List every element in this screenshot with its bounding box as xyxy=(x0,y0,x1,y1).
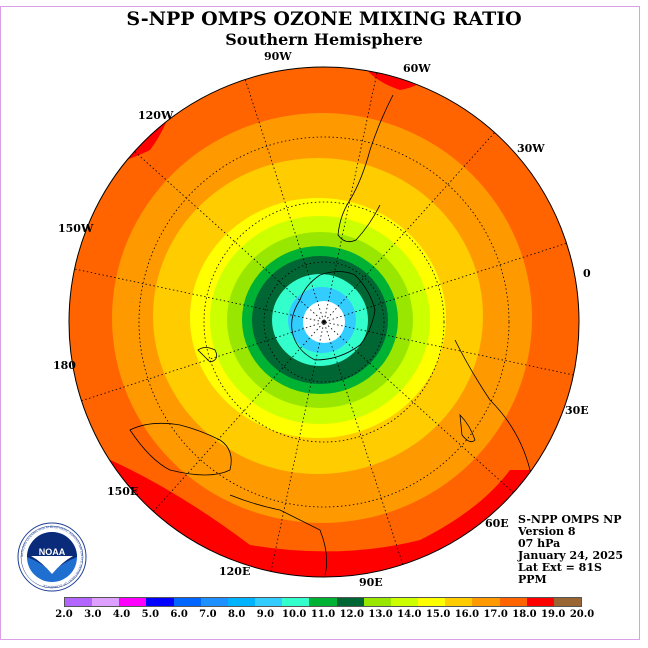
colorbar-swatch xyxy=(255,598,283,606)
colorbar-tick-label: 6.0 xyxy=(170,609,188,620)
map-boundary xyxy=(68,66,580,578)
info-block: S-NPP OMPS NP Version 8 07 hPa January 2… xyxy=(518,514,623,586)
south-america-coast xyxy=(337,94,394,243)
meridian-line xyxy=(81,242,567,402)
colorbar-swatch xyxy=(445,598,473,606)
lon-label-120w: 120W xyxy=(138,109,174,122)
colorbar-tick-label: 11.0 xyxy=(310,609,336,620)
colorbar-swatch xyxy=(363,598,391,606)
info-units: PPM xyxy=(518,573,547,586)
colorbar-tick-label: 16.0 xyxy=(454,609,480,620)
info-instrument: S-NPP OMPS NP xyxy=(518,513,622,526)
colorbar-tick-label: 15.0 xyxy=(425,609,451,620)
latitude-circle xyxy=(138,136,510,508)
colorbar-tick-label: 5.0 xyxy=(141,609,160,620)
lon-label-0: 0 xyxy=(583,267,591,280)
colorbar-swatch xyxy=(309,598,337,606)
indonesia-coast xyxy=(229,494,328,576)
colorbar-tick-label: 20.0 xyxy=(569,609,595,620)
lon-label-90w: 90W xyxy=(264,50,292,63)
lon-label-30w: 30W xyxy=(517,142,545,155)
graticule xyxy=(74,72,574,572)
noaa-logo: NOAA NATIONAL OCEANIC AND ATMOSPHERIC AD… xyxy=(17,522,87,592)
colorbar-tick-label: 2.0 xyxy=(55,609,73,620)
colorbar-tick-label: 9.0 xyxy=(256,609,275,620)
lon-label-180: 180 xyxy=(53,359,76,372)
meridian-line xyxy=(74,268,574,376)
colorbar-swatch xyxy=(173,598,201,606)
meridian-line xyxy=(244,79,404,565)
colorbar-tick-label: 7.0 xyxy=(199,609,217,620)
colorbar-swatch xyxy=(526,598,554,606)
meridian-line xyxy=(153,132,495,512)
info-lat-ext: Lat Ext = 81S xyxy=(518,561,602,574)
colorbar-tick-label: 17.0 xyxy=(483,609,508,620)
latitude-circle xyxy=(263,261,385,383)
south-pole-marker xyxy=(322,320,326,324)
info-version: Version 8 xyxy=(518,525,576,538)
colorbar-tick-label: 12.0 xyxy=(339,609,364,620)
madagascar-coast xyxy=(459,413,476,443)
noaa-wordmark: NOAA xyxy=(39,547,66,557)
colorbar-swatch xyxy=(553,598,581,606)
lon-label-90e: 90E xyxy=(359,576,383,589)
colorbar-tick-label: 18.0 xyxy=(512,609,537,620)
meridian-line xyxy=(134,151,514,493)
lon-label-60w: 60W xyxy=(403,62,431,75)
australia-coast xyxy=(129,422,232,476)
new-zealand-coast xyxy=(197,347,218,363)
colorbar-swatch xyxy=(227,598,256,606)
colorbar-swatch xyxy=(92,598,120,606)
lon-label-120e: 120E xyxy=(219,565,251,578)
colorbar xyxy=(64,597,582,607)
antarctica-coast xyxy=(291,271,376,361)
lon-label-60e: 60E xyxy=(485,517,509,530)
info-date: January 24, 2025 xyxy=(518,549,624,562)
colorbar-swatch xyxy=(65,598,93,606)
page-subtitle: Southern Hemisphere xyxy=(225,30,423,49)
colorbar-swatch xyxy=(472,598,500,606)
colorbar-tick-label: 19.0 xyxy=(541,609,566,620)
colorbar-tick-label: 10.0 xyxy=(282,609,307,620)
plot-frame xyxy=(0,6,640,640)
colorbar-swatch xyxy=(200,598,228,606)
colorbar-tick-label: 13.0 xyxy=(368,609,393,620)
colorbar-swatch xyxy=(119,598,147,606)
colorbar-swatch xyxy=(282,598,310,606)
colorbar-swatch xyxy=(390,598,419,606)
colorbar-swatch xyxy=(146,598,174,606)
latitude-circle xyxy=(203,201,445,443)
colorbar-tick-label: 4.0 xyxy=(112,609,131,620)
colorbar-swatch xyxy=(418,598,446,606)
page-title: S-NPP OMPS OZONE MIXING RATIO xyxy=(126,8,522,30)
meridians xyxy=(74,72,574,572)
colorbar-swatch xyxy=(499,598,527,606)
lon-label-150w: 150W xyxy=(58,222,94,235)
lon-label-30e: 30E xyxy=(565,404,589,417)
colorbar-tick-label: 8.0 xyxy=(227,609,246,620)
lon-label-150e: 150E xyxy=(107,485,139,498)
meridian-line xyxy=(270,72,378,572)
colorbar-swatch xyxy=(336,598,364,606)
colorbar-tick-label: 3.0 xyxy=(84,609,102,620)
info-pressure: 07 hPa xyxy=(518,537,561,550)
colorbar-tick-label: 14.0 xyxy=(397,609,422,620)
